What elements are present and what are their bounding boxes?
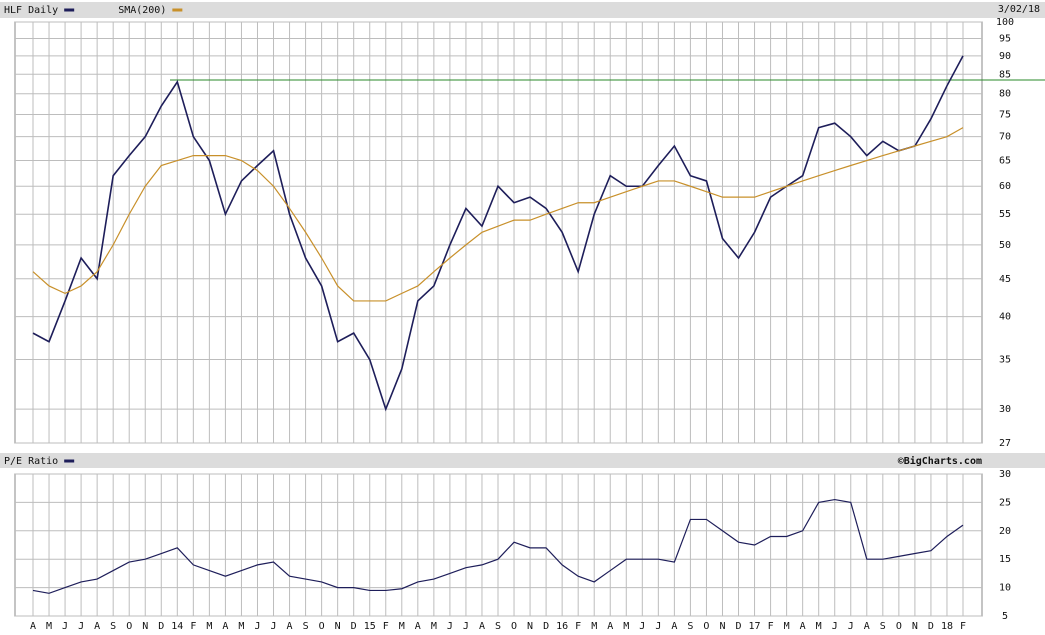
y-tick-label: 35 <box>999 355 1011 366</box>
line-series <box>32 127 964 302</box>
x-tick-label: 15 <box>364 621 376 632</box>
x-tick-label: F <box>575 621 581 632</box>
x-tick-label: O <box>511 621 517 632</box>
x-tick-label: O <box>703 621 709 632</box>
x-tick-label: N <box>335 621 341 632</box>
x-tick-label: J <box>62 621 68 632</box>
y-tick-label: 50 <box>999 240 1011 251</box>
x-tick-label: A <box>800 621 806 632</box>
y-tick-label: 70 <box>999 132 1011 143</box>
y-tick-label: 5 <box>1002 611 1008 622</box>
y-tick-label: 45 <box>999 274 1011 285</box>
header-bar <box>0 2 1045 18</box>
x-tick-label: A <box>415 621 421 632</box>
x-tick-label: A <box>671 621 677 632</box>
x-tick-label: A <box>30 621 36 632</box>
x-tick-label: J <box>447 621 453 632</box>
x-tick-label: J <box>78 621 84 632</box>
x-tick-label: J <box>655 621 661 632</box>
y-tick-label: 95 <box>999 33 1011 44</box>
x-tick-label: N <box>142 621 148 632</box>
y-tick-label: 30 <box>999 469 1011 480</box>
x-tick-label: J <box>848 621 854 632</box>
header-bar <box>0 453 1045 468</box>
x-tick-label: M <box>238 621 244 632</box>
y-tick-label: 55 <box>999 209 1011 220</box>
x-tick-label: A <box>864 621 870 632</box>
legend-label: HLF Daily <box>4 5 58 16</box>
x-tick-label: J <box>254 621 260 632</box>
x-tick-label: D <box>158 621 164 632</box>
x-tick-label: O <box>896 621 902 632</box>
x-tick-label: M <box>399 621 405 632</box>
y-tick-label: 100 <box>996 17 1014 28</box>
x-tick-label: S <box>880 621 886 632</box>
x-tick-label: F <box>383 621 389 632</box>
x-tick-label: N <box>912 621 918 632</box>
x-tick-label: F <box>768 621 774 632</box>
x-tick-label: O <box>319 621 325 632</box>
y-tick-label: 10 <box>999 583 1011 594</box>
x-tick-label: M <box>591 621 597 632</box>
x-tick-label: F <box>190 621 196 632</box>
x-tick-label: J <box>463 621 469 632</box>
x-tick-label: A <box>607 621 613 632</box>
x-tick-label: 18 <box>941 621 953 632</box>
x-tick-label: M <box>46 621 52 632</box>
line-series <box>32 498 964 594</box>
line-series <box>32 55 964 412</box>
x-tick-label: O <box>126 621 132 632</box>
legend-label: SMA(200) <box>118 5 166 16</box>
y-tick-label: 85 <box>999 69 1011 80</box>
y-tick-label: 60 <box>999 181 1011 192</box>
x-tick-label: M <box>784 621 790 632</box>
legend-label: P/E Ratio <box>4 456 58 467</box>
y-tick-label: 40 <box>999 312 1011 323</box>
x-tick-label: 16 <box>556 621 568 632</box>
x-tick-label: D <box>928 621 934 632</box>
x-tick-label: D <box>543 621 549 632</box>
x-tick-label: N <box>719 621 725 632</box>
x-tick-label: S <box>110 621 116 632</box>
x-tick-label: 17 <box>749 621 761 632</box>
y-tick-label: 27 <box>999 438 1011 449</box>
x-tick-label: N <box>527 621 533 632</box>
source: ©BigCharts.com <box>898 455 982 467</box>
date-label: 3/02/18 <box>998 4 1040 15</box>
x-tick-label: A <box>287 621 293 632</box>
x-tick-label: J <box>271 621 277 632</box>
x-tick-label: M <box>623 621 629 632</box>
y-tick-label: 20 <box>999 526 1011 537</box>
x-tick-label: M <box>816 621 822 632</box>
x-tick-label: S <box>495 621 501 632</box>
y-tick-label: 65 <box>999 156 1011 167</box>
y-tick-label: 80 <box>999 89 1011 100</box>
x-tick-label: A <box>94 621 100 632</box>
x-tick-label: S <box>303 621 309 632</box>
y-tick-label: 25 <box>999 497 1011 508</box>
y-tick-label: 90 <box>999 51 1011 62</box>
x-tick-label: D <box>736 621 742 632</box>
x-tick-label: M <box>431 621 437 632</box>
x-tick-label: J <box>832 621 838 632</box>
y-tick-label: 15 <box>999 554 1011 565</box>
x-tick-label: 14 <box>171 621 183 632</box>
x-tick-label: J <box>639 621 645 632</box>
y-tick-label: 75 <box>999 110 1011 121</box>
x-tick-label: F <box>960 621 966 632</box>
y-tick-label: 30 <box>999 404 1011 415</box>
x-tick-label: A <box>222 621 228 632</box>
x-tick-label: A <box>479 621 485 632</box>
x-tick-label: S <box>687 621 693 632</box>
x-tick-label: M <box>206 621 212 632</box>
x-tick-label: D <box>351 621 357 632</box>
